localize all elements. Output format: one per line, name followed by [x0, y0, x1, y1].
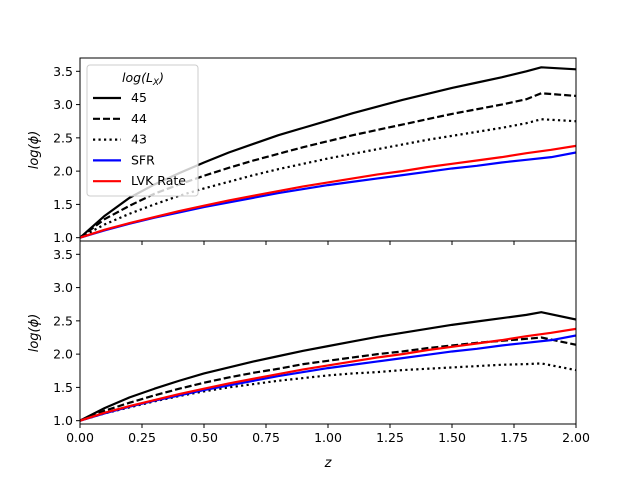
x-axis-label: z: [324, 456, 333, 471]
bottom-series-45: [80, 311, 576, 422]
bottom-panel: 0.00 0.25 0.50 0.75 1.00 1.25 1.50 1.75 2.00 1.0…: [27, 240, 590, 471]
legend-label: LVK Rate: [131, 173, 186, 188]
top-y-tick-label: 1.0: [53, 230, 73, 245]
top-y-tick-label: 2.0: [53, 164, 73, 179]
bottom-y-tick-label: 2.5: [53, 313, 73, 328]
legend-label: 45: [131, 90, 147, 105]
legend: log(LX) 45 44 43 SFR LVK Rate: [86, 64, 199, 197]
bottom-series-lvk-rate: [80, 327, 576, 422]
x-tick-label: 1.00: [314, 430, 342, 445]
top-y-tick-label: 3.5: [53, 64, 73, 79]
x-tick-label: 0.00: [66, 430, 94, 445]
legend-label: 43: [131, 132, 147, 147]
x-tick-label: 2.00: [562, 430, 590, 445]
legend-label: 44: [131, 111, 147, 126]
legend-label: SFR: [131, 152, 155, 167]
top-y-tick-label: 2.5: [53, 130, 73, 145]
top-series-lvk-rate: [80, 144, 576, 239]
top-y-tick-label: 1.5: [53, 197, 73, 212]
x-tick-label: 0.50: [190, 430, 218, 445]
x-tick-label: 0.75: [252, 430, 280, 445]
x-tick-label: 0.25: [128, 430, 156, 445]
bottom-y-axis-label: log(ϕ): [27, 314, 42, 353]
bottom-y-tick-label: 2.0: [53, 347, 73, 362]
legend-title: log(LX): [122, 70, 164, 88]
top-series-43: [80, 118, 576, 239]
bottom-y-tick-label: 3.0: [53, 280, 73, 295]
top-y-tick-label: 3.0: [53, 97, 73, 112]
bottom-series-43: [80, 362, 576, 422]
bottom-y-tick-label: 1.5: [53, 380, 73, 395]
bottom-y-tick-label: 3.5: [53, 247, 73, 262]
x-tick-label: 1.25: [376, 430, 404, 445]
bottom-plot-frame: [79, 240, 577, 425]
bottom-y-tick-label: 1.0: [53, 413, 73, 428]
top-y-axis-label: log(ϕ): [27, 131, 42, 170]
x-tick-label: 1.75: [500, 430, 528, 445]
x-tick-label: 1.50: [438, 430, 466, 445]
